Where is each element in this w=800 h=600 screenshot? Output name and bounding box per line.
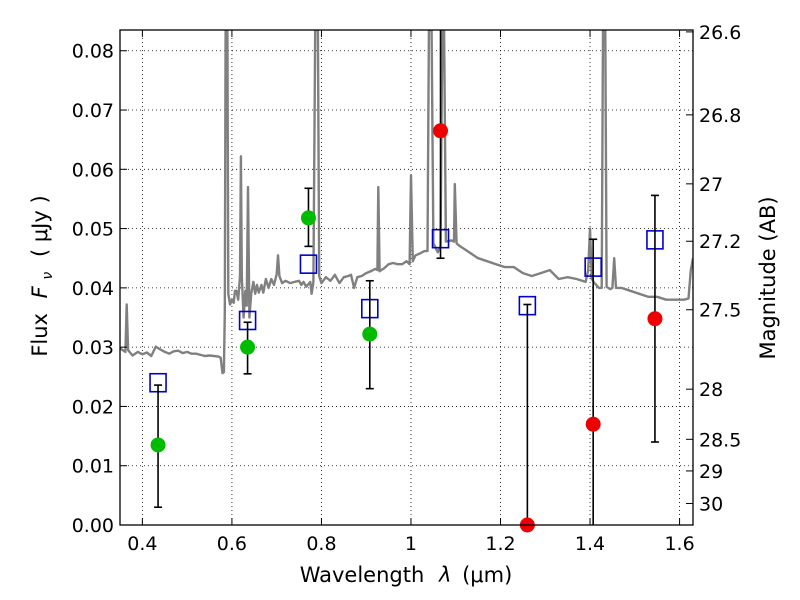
detection-point (240, 339, 256, 355)
y-tick-label: 0.06 (72, 159, 114, 181)
nondetection-point (647, 311, 663, 327)
y-tick-label: 0.03 (72, 337, 114, 359)
mag-tick-label: 28 (699, 379, 723, 401)
x-axis-label: Wavelength λ (μm) (300, 563, 513, 587)
y2-axis-label: Magnitude (AB) (756, 196, 780, 359)
x-tick-label: 1.2 (485, 533, 515, 555)
y-tick-label: 0.04 (72, 278, 114, 300)
model-square (299, 254, 318, 274)
mag-tick-label: 29 (699, 461, 723, 483)
markers (149, 30, 664, 533)
x-tick-label: 0.4 (127, 533, 157, 555)
mag-tick-label: 26.6 (699, 22, 741, 44)
mag-tick-label: 30 (699, 493, 723, 515)
y-axis-label: Flux F ν ( μJy ) (28, 195, 57, 356)
mag-tick-label: 26.8 (699, 105, 741, 127)
mag-tick-label: 28.5 (699, 429, 741, 451)
y-axis-label-text: Flux (28, 313, 52, 357)
y-tick-label: 0.05 (72, 219, 114, 241)
y-axis-label-symbol: F (28, 285, 52, 298)
y-tick-label: 0.01 (72, 456, 114, 478)
x-tick-label: 1.4 (575, 533, 605, 555)
mag-tick-label: 27.2 (699, 231, 741, 253)
plot-frame (119, 29, 694, 526)
nondetection-point (433, 123, 449, 139)
x-axis-label-text: Wavelength (300, 563, 425, 587)
x-tick-label: 1 (405, 533, 417, 555)
plot-background (120, 30, 693, 525)
mag-tick-label: 27 (699, 174, 723, 196)
x-tick-label: 0.6 (217, 533, 247, 555)
x-tick-label: 1.6 (664, 533, 694, 555)
x-axis-label-symbol: λ (438, 563, 451, 587)
y-tick-label: 0.07 (72, 100, 114, 122)
ticks (120, 30, 693, 526)
nondetection-point (585, 416, 601, 432)
y-axis-label-unit: ( μJy ) (28, 195, 52, 257)
x-tick-label: 0.8 (306, 533, 336, 555)
grid (120, 30, 693, 525)
y-axis-label-subscript: ν (40, 272, 56, 280)
y-tick-label: 0.00 (72, 515, 114, 537)
tick-labels: 0.4 0.6 0.8 1 1.2 1.4 1.6 0.00 0.01 0.02 0.03 0.04 0… (72, 22, 742, 555)
detection-point (150, 437, 166, 453)
detection-point (300, 210, 316, 226)
x-axis-label-unit: (μm) (462, 563, 512, 587)
y-tick-label: 0.02 (72, 396, 114, 418)
y-tick-label: 0.08 (72, 41, 114, 63)
plot-area (120, 30, 693, 375)
mag-tick-label: 27.5 (699, 300, 741, 322)
spectrum-line (120, 30, 693, 375)
detection-point (362, 326, 378, 342)
